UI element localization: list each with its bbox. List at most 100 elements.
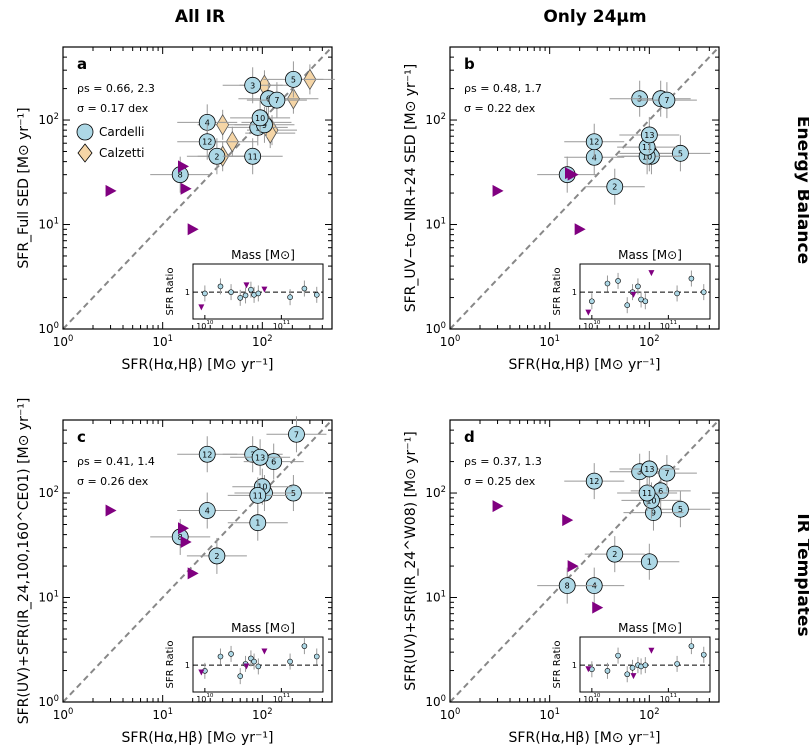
cardelli-point (638, 484, 656, 502)
cardelli-point (251, 448, 269, 466)
x-tick-label: 100 (53, 706, 74, 722)
spearman-stat: ρs = 0.48, 1.7 (464, 82, 542, 95)
inset-cardelli-point (255, 290, 262, 297)
cardelli-point-label: 9 (262, 121, 267, 130)
cardelli-point (198, 445, 216, 463)
calzetti-point (216, 114, 230, 136)
cardelli-point (640, 126, 658, 144)
inset-y-tick-label: 1 (572, 661, 577, 670)
inset-cardelli-point (700, 651, 707, 658)
inset-cardelli-point (217, 653, 224, 660)
cardelli-point-label: 13 (255, 453, 265, 462)
panel-letter: c (77, 428, 86, 446)
y-tick-label: 100 (425, 693, 446, 709)
plot-frame (449, 46, 720, 330)
cardelli-point-label: 7 (274, 96, 279, 105)
cardelli-point (244, 147, 262, 165)
y-tick-label: 100 (425, 320, 446, 336)
cardelli-point-label: 12 (202, 138, 212, 147)
cardelli-point-label: 12 (202, 450, 212, 459)
inset-cardelli-point (217, 283, 224, 290)
inset-x-tick-label: 1010 (196, 320, 214, 331)
inset-x-tick-label: 1010 (196, 693, 214, 704)
panel-letter: d (464, 428, 475, 446)
inset-triangle (198, 304, 205, 311)
inset-y-tick-label: 1 (572, 288, 577, 297)
cardelli-point-label: 11 (248, 152, 258, 161)
cardelli-point-label: 4 (205, 507, 210, 516)
inset-triangle (630, 673, 637, 680)
inset-cardelli-point (237, 295, 244, 301)
inset-cardelli-point (674, 290, 680, 297)
scatter-stat: σ = 0.26 dex (77, 475, 149, 488)
x-tick-label: 100 (53, 333, 74, 349)
scatter-stat: σ = 0.25 dex (464, 475, 536, 488)
cardelli-point-label: 4 (205, 118, 210, 127)
inset-x-tick-label: 1010 (583, 320, 601, 331)
cardelli-point-label: 1 (255, 519, 260, 528)
inset-x-tick-label: 1011 (273, 693, 291, 704)
column-title-all-ir: All IR (175, 7, 225, 27)
inset-cardelli-point (624, 671, 631, 678)
scatter-stat: σ = 0.22 dex (464, 102, 536, 115)
cardelli-point (606, 545, 624, 563)
upper-limit-triangle (567, 560, 579, 573)
y-axis-label: SFR(UV)+SFR(IR_24,100,160^CE01) [M⊙ yr⁻¹… (16, 398, 32, 725)
row-title-energy-balance: Energy Balance (793, 116, 809, 264)
cardelli-point-label: 6 (266, 95, 271, 104)
cardelli-point (288, 425, 305, 443)
inset-x-tick-label: 1010 (583, 693, 601, 704)
upper-limit-triangle (105, 184, 117, 197)
cardelli-point-label: 6 (271, 458, 276, 467)
inset-x-tick-label: 1011 (273, 320, 291, 331)
panel-letter: b (464, 55, 475, 73)
upper-limit-triangle (187, 567, 199, 580)
inset-cardelli-point (642, 298, 649, 305)
cardelli-point-label: 10 (646, 496, 656, 505)
y-axis-label: SFR_Full SED [M⊙ yr⁻¹] (16, 107, 32, 268)
legend-calzetti-marker (77, 143, 93, 163)
upper-limit-triangle (187, 223, 199, 236)
y-axis-label: SFR(UV)+SFR(IR_24^W08) [M⊙ yr⁻¹] (403, 431, 419, 690)
spearman-stat: ρs = 0.37, 1.3 (464, 455, 542, 468)
y-tick-label: 102 (425, 111, 446, 127)
cardelli-point-label: 8 (565, 582, 570, 591)
y-tick-label: 101 (425, 216, 446, 232)
cardelli-point (558, 577, 576, 595)
y-tick-label: 102 (38, 111, 59, 127)
inset-cardelli-point (313, 292, 320, 298)
cardelli-point (672, 500, 689, 518)
inset-frame (579, 263, 711, 320)
x-tick-label: 102 (252, 333, 273, 349)
x-axis-label: SFR(Hα,Hβ) [M⊙ yr⁻¹] (509, 730, 661, 746)
cardelli-point-label: 11 (642, 143, 652, 152)
inset-triangle (243, 282, 250, 289)
one-to-one-line (449, 46, 720, 330)
cardelli-point (208, 547, 226, 565)
cardelli-point (251, 109, 269, 127)
cardelli-point-label: 2 (214, 552, 219, 561)
y-axis-label: SFR_UV−to−NIR+24 SED [M⊙ yr⁻¹] (403, 64, 419, 313)
cardelli-point (672, 144, 689, 162)
inset-cardelli-point (287, 294, 293, 301)
cardelli-point-label: 2 (612, 183, 617, 192)
x-axis-label: SFR(Hα,Hβ) [M⊙ yr⁻¹] (509, 357, 661, 373)
cardelli-point-label: 12 (589, 477, 599, 486)
inset-cardelli-point (255, 663, 262, 670)
inset-cardelli-point (674, 661, 680, 667)
cardelli-point (198, 133, 216, 151)
inset-cardelli-point (301, 643, 308, 649)
inset-cardelli-point (635, 283, 641, 290)
upper-limit-triangle (178, 160, 190, 173)
y-tick-label: 102 (425, 484, 446, 500)
upper-limit-triangle (180, 535, 192, 548)
y-tick-label: 100 (38, 693, 59, 709)
inset-cardelli-point (313, 653, 320, 660)
inset-y-label: SFR Ratio (165, 268, 176, 316)
cardelli-point-label: 9 (651, 509, 656, 518)
cardelli-point (244, 76, 262, 94)
